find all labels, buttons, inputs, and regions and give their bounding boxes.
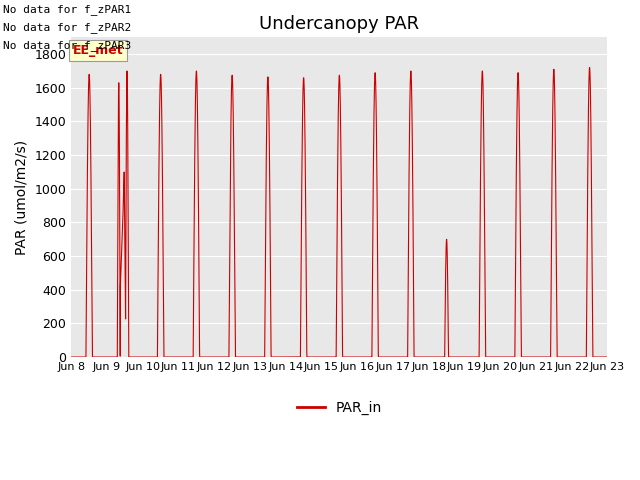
PAR_in	[499, 354, 506, 360]
PAR_in	[586, 65, 593, 71]
PAR_in	[410, 282, 417, 288]
Text: No data for f_zPAR3: No data for f_zPAR3	[3, 40, 131, 51]
Line: PAR_in: PAR_in	[71, 68, 607, 357]
Title: Undercanopy PAR: Undercanopy PAR	[259, 15, 419, 33]
PAR_in	[95, 354, 103, 360]
PAR_in	[67, 354, 75, 360]
PAR_in	[470, 354, 478, 360]
Y-axis label: PAR (umol/m2/s): PAR (umol/m2/s)	[15, 140, 29, 255]
Text: No data for f_zPAR2: No data for f_zPAR2	[3, 22, 131, 33]
Legend: PAR_in: PAR_in	[291, 395, 387, 420]
Text: EE_met: EE_met	[73, 44, 124, 57]
PAR_in	[604, 354, 611, 360]
PAR_in	[485, 354, 493, 360]
PAR_in	[506, 354, 513, 360]
Text: No data for f_zPAR1: No data for f_zPAR1	[3, 4, 131, 15]
